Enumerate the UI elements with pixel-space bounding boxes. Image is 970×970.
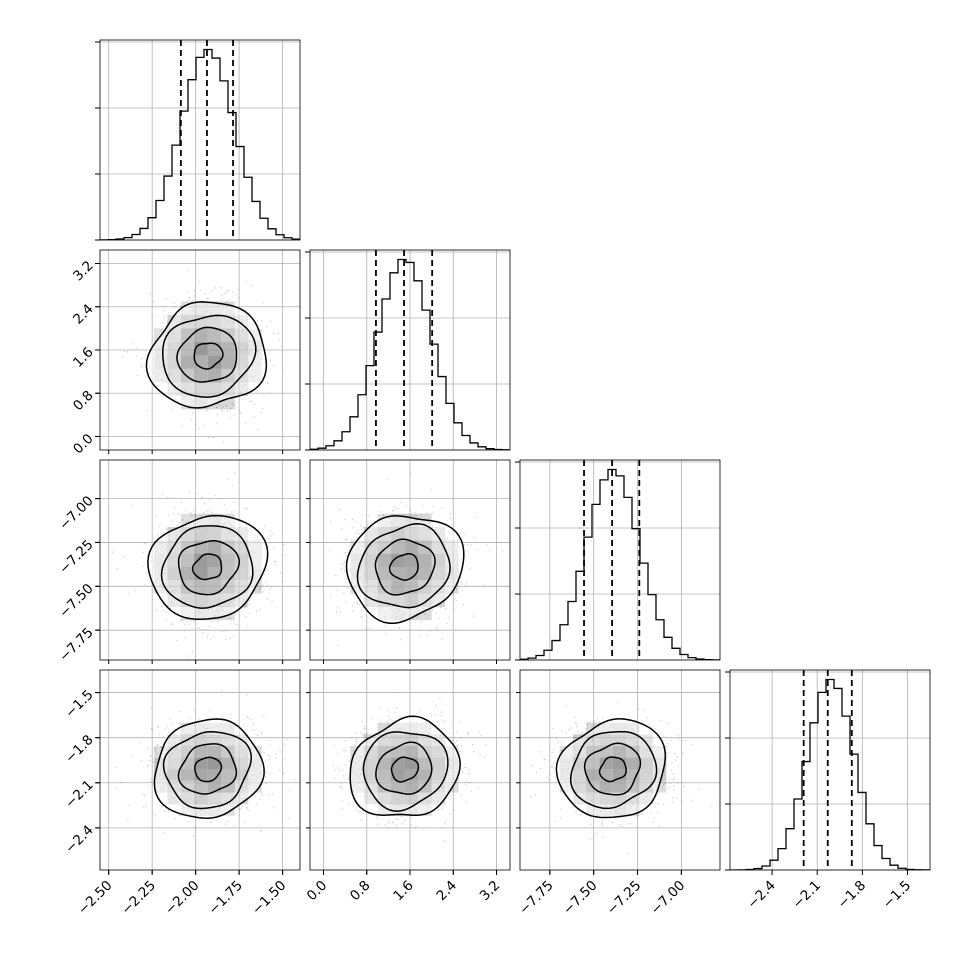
panel-border	[519, 669, 721, 871]
y-tick-label: −7.50	[56, 581, 97, 622]
x-tick-label: −2.25	[118, 878, 159, 919]
hist-panel-2	[305, 249, 511, 451]
hist-panel-1	[95, 39, 301, 241]
contour-line	[598, 756, 627, 783]
x-tick-label: −1.8	[835, 878, 869, 912]
contour-line	[374, 538, 436, 596]
y-tick-label: 2.4	[70, 301, 97, 328]
density-panel-1-2	[100, 250, 300, 450]
hist-panel-3	[515, 459, 721, 661]
hist-frame	[519, 459, 721, 661]
density-panel-2-3	[310, 460, 510, 660]
panel-frame	[99, 669, 301, 871]
panel-border	[99, 669, 301, 871]
y-tick-label: −7.25	[56, 537, 97, 578]
y-tick-label: −1.8	[62, 732, 96, 766]
contour-line	[153, 718, 265, 819]
density-panel-1-3	[100, 460, 300, 660]
hist-frame	[309, 249, 511, 451]
contour-line	[145, 301, 268, 409]
x-tick-label: −2.4	[744, 878, 778, 912]
contour-line	[569, 730, 658, 810]
x-tick-label: −1.75	[205, 878, 246, 919]
contour-line	[160, 525, 254, 609]
density-panel-2-4	[310, 670, 510, 870]
y-tick-label: −2.1	[62, 777, 96, 811]
contour-line	[390, 756, 420, 783]
hist-frame	[99, 39, 301, 241]
y-tick-label: 3.2	[70, 258, 97, 285]
panel-border	[99, 459, 301, 661]
x-tick-label: −2.50	[75, 878, 116, 919]
contour-line	[555, 718, 667, 819]
x-tick-label: −7.25	[604, 878, 645, 919]
hist-bars	[100, 48, 300, 240]
hist-panel-4	[725, 669, 931, 871]
hist-bars	[730, 678, 930, 870]
y-tick-label: −2.4	[62, 822, 96, 856]
x-tick-label: −7.50	[560, 878, 601, 919]
contour-line	[194, 756, 223, 783]
contour-line	[375, 741, 433, 795]
contour-line	[162, 314, 257, 398]
x-tick-label: 3.2	[477, 878, 504, 905]
y-tick-label: −7.75	[56, 625, 97, 666]
x-tick-label: −7.75	[516, 878, 557, 919]
contour-line	[176, 326, 238, 383]
density-cell	[653, 780, 667, 793]
y-tick-label: 0.0	[70, 431, 97, 458]
contour-line	[177, 540, 241, 596]
contour-fill	[350, 716, 461, 816]
density-panel-3-4	[520, 670, 720, 870]
contour-line	[388, 553, 419, 581]
contour-fill	[346, 515, 464, 624]
x-tick-label: 1.6	[390, 878, 417, 905]
hist-bars	[310, 258, 510, 450]
contour-line	[349, 715, 461, 816]
contour-line	[356, 523, 451, 609]
x-tick-label: 0.0	[304, 878, 331, 905]
contour-line	[177, 743, 238, 795]
contour-line	[345, 515, 465, 625]
x-tick-label: −7.00	[648, 878, 689, 919]
panel-frame	[99, 459, 301, 661]
contour-fill	[147, 515, 268, 620]
hist-bars	[520, 468, 720, 660]
contour-line	[191, 553, 223, 581]
y-tick-label: −7.00	[56, 493, 97, 534]
contour-line	[362, 731, 449, 812]
x-tick-label: −2.1	[790, 878, 824, 912]
y-tick-label: 0.8	[70, 388, 97, 415]
scatter-points	[112, 472, 287, 657]
y-tick-label: −1.5	[62, 687, 96, 721]
x-tick-label: −1.50	[249, 878, 290, 919]
contour-line	[162, 730, 253, 810]
x-tick-label: 0.8	[347, 878, 374, 905]
contour-line	[583, 742, 642, 796]
contour-line	[147, 514, 269, 620]
y-tick-label: 1.6	[70, 344, 97, 371]
x-tick-label: −1.5	[880, 878, 914, 912]
x-tick-label: −2.00	[162, 878, 203, 919]
density-cell	[153, 745, 168, 758]
panel-frame	[519, 669, 721, 871]
density-panel-1-4	[100, 670, 300, 870]
hist-frame	[729, 669, 931, 871]
contour-line	[193, 342, 224, 370]
density-cell	[377, 722, 392, 735]
x-tick-label: 2.4	[434, 878, 461, 905]
